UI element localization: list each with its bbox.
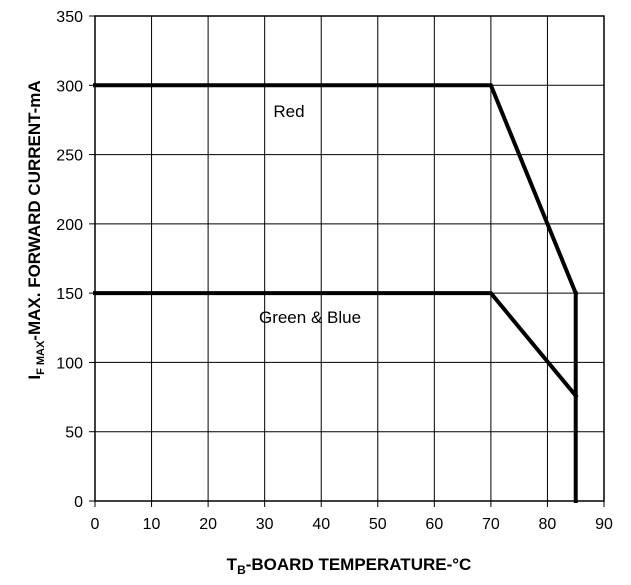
series-line-1 [93,291,579,399]
x-axis-title-sub: B [237,563,246,577]
series-label-green-blue: Green & Blue [259,308,361,327]
x-tick-label-20: 20 [199,516,217,533]
x-axis-title-rest: -BOARD TEMPERATURE-°C [246,555,472,574]
x-tick-label-80: 80 [539,516,557,533]
x-tick-labels: 0 10 20 30 40 50 60 70 80 90 [91,501,613,533]
y-axis-title-sub: F MAX [35,340,47,375]
series-line-0 [93,83,579,296]
y-tick-labels: 0 50 100 150 200 250 300 350 [56,9,95,511]
series-lines [93,83,579,503]
x-tick-label-60: 60 [425,516,443,533]
y-tick-label-50: 50 [65,425,83,442]
x-tick-label-50: 50 [369,516,387,533]
y-tick-label-200: 200 [56,217,83,234]
x-axis-title-main: T [227,555,238,574]
y-tick-label-150: 150 [56,286,83,303]
plot-frame [94,15,605,502]
x-tick-label-40: 40 [312,516,330,533]
y-tick-label-250: 250 [56,148,83,165]
y-tick-label-350: 350 [56,9,83,26]
x-axis-title: TB-BOARD TEMPERATURE-°C [227,555,472,577]
x-tick-label-10: 10 [143,516,161,533]
x-tick-label-70: 70 [482,516,500,533]
x-tick-label-0: 0 [91,516,100,533]
y-axis-title-main: I [25,375,44,380]
grid [94,15,605,502]
y-tick-label-300: 300 [56,78,83,95]
x-tick-label-30: 30 [256,516,274,533]
y-tick-label-0: 0 [74,494,83,511]
x-tick-label-90: 90 [595,516,613,533]
y-tick-label-100: 100 [56,355,83,372]
y-axis-title: IF MAX-MAX. FORWARD CURRENT-mA [25,80,47,379]
plot-border [94,15,605,502]
y-axis-title-rest: -MAX. FORWARD CURRENT-mA [25,80,44,340]
series-label-red: Red [273,102,304,121]
